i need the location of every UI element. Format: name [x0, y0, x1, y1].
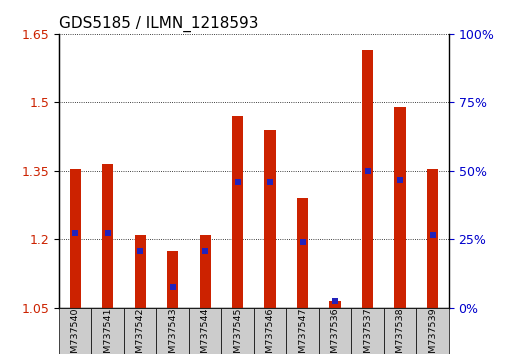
Text: GSM737546: GSM737546	[266, 308, 274, 354]
Bar	[134, 235, 146, 308]
Text: GSM737547: GSM737547	[298, 308, 307, 354]
Text: GSM737538: GSM737538	[396, 308, 405, 354]
Bar	[297, 198, 308, 308]
Bar	[265, 130, 276, 308]
Text: GSM737537: GSM737537	[363, 308, 372, 354]
Text: GSM737536: GSM737536	[331, 308, 340, 354]
Bar	[102, 164, 113, 308]
Bar	[362, 50, 373, 308]
Text: GSM737545: GSM737545	[233, 308, 242, 354]
Text: GSM737539: GSM737539	[428, 308, 437, 354]
Text: GSM737544: GSM737544	[201, 308, 210, 354]
Bar	[394, 107, 406, 308]
Bar	[329, 301, 341, 308]
Bar	[70, 169, 81, 308]
Bar	[200, 235, 211, 308]
Bar	[167, 251, 179, 308]
Text: GSM737542: GSM737542	[136, 308, 145, 354]
Bar	[427, 169, 438, 308]
Text: GSM737543: GSM737543	[168, 308, 177, 354]
Text: GDS5185 / ILMN_1218593: GDS5185 / ILMN_1218593	[59, 16, 259, 32]
Bar	[232, 116, 243, 308]
Text: GSM737541: GSM737541	[103, 308, 112, 354]
Text: GSM737540: GSM737540	[71, 308, 80, 354]
